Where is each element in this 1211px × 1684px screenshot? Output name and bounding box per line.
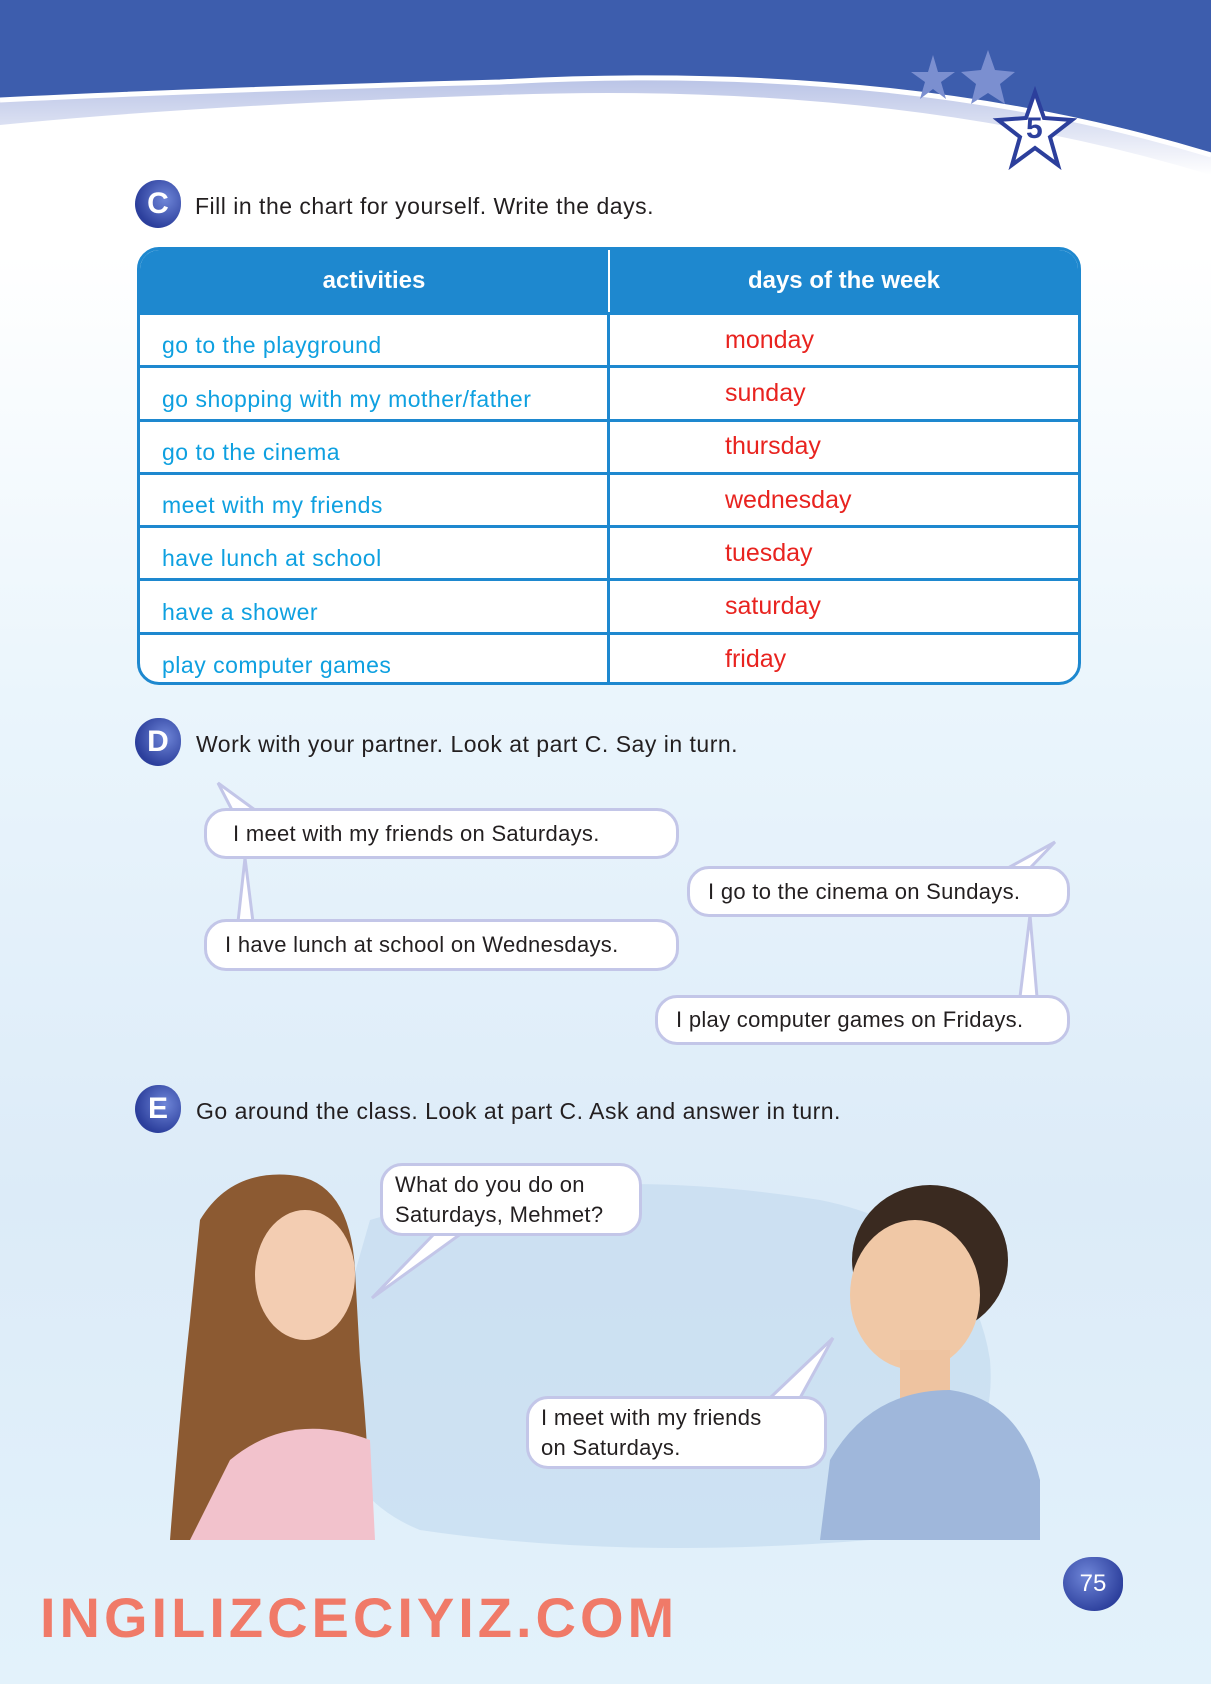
girl-photo [170,1174,375,1540]
unit-number: 5 [1026,112,1043,145]
section-c-badge: C [135,180,181,228]
section-e-badge: E [135,1085,181,1133]
table-row: play computer games friday [140,631,1078,682]
answer-bubble: I meet with my friends on Saturdays. [526,1396,827,1469]
question-line: Saturdays, Mehmet? [395,1201,604,1227]
table-row: meet with my friends wednesday [140,471,1078,526]
table-row: go shopping with my mother/father sunday [140,365,1078,419]
table-row: go to the cinema thursday [140,418,1078,472]
activity-cell: go to the playground [140,315,610,366]
header-days: days of the week [747,267,941,294]
activity-cell: play computer games [140,634,610,682]
boy-photo [820,1185,1040,1540]
header-band [0,0,1211,260]
watermark: INGILIZCECIYIZ.COM [40,1586,679,1649]
section-e-instruction: Go around the class. Look at part C. Ask… [196,1098,841,1124]
conversation-illustration [170,1174,1040,1548]
day-cell[interactable]: sunday [725,378,806,407]
activities-table: activities days of the week go to the pl… [137,247,1081,685]
section-d-badge: D [135,718,181,766]
speech-bubble: I play computer games on Fridays. [655,995,1070,1045]
question-line: What do you do on [395,1171,585,1197]
table-row: have a shower saturday [140,578,1078,632]
answer-line: I meet with my friends [541,1404,762,1430]
section-c-instruction: Fill in the chart for yourself. Write th… [195,193,654,219]
day-cell[interactable]: wednesday [725,485,852,514]
speech-bubble: I have lunch at school on Wednesdays. [204,919,679,971]
bubble-connectors [216,781,1057,999]
speech-bubble: I go to the cinema on Sundays. [687,866,1070,917]
header-activities: activities [140,250,610,312]
table-header: activities days of the week [140,250,1078,312]
speech-bubble: I meet with my friends on Saturdays. [204,808,679,859]
table-row: have lunch at school tuesday [140,525,1078,579]
section-d-instruction: Work with your partner. Look at part C. … [196,731,739,757]
page-number: 75 [1063,1557,1123,1611]
star-icon [911,50,1015,104]
unit-star-icon [992,85,1078,171]
activity-cell: have lunch at school [140,528,610,579]
activity-cell: go shopping with my mother/father [140,368,610,419]
day-cell[interactable]: monday [725,325,814,354]
e-bubble-tails [370,1231,835,1400]
activity-cell: go to the cinema [140,421,610,472]
day-cell[interactable]: tuesday [725,538,813,567]
table-row: go to the playground monday [140,312,1078,366]
activity-cell: have a shower [140,581,610,632]
activity-cell: meet with my friends [140,474,610,526]
question-bubble: What do you do on Saturdays, Mehmet? [380,1163,642,1236]
answer-line: on Saturdays. [541,1434,681,1460]
day-cell[interactable]: saturday [725,592,821,621]
day-cell[interactable]: friday [725,645,787,674]
day-cell[interactable]: thursday [725,432,821,461]
